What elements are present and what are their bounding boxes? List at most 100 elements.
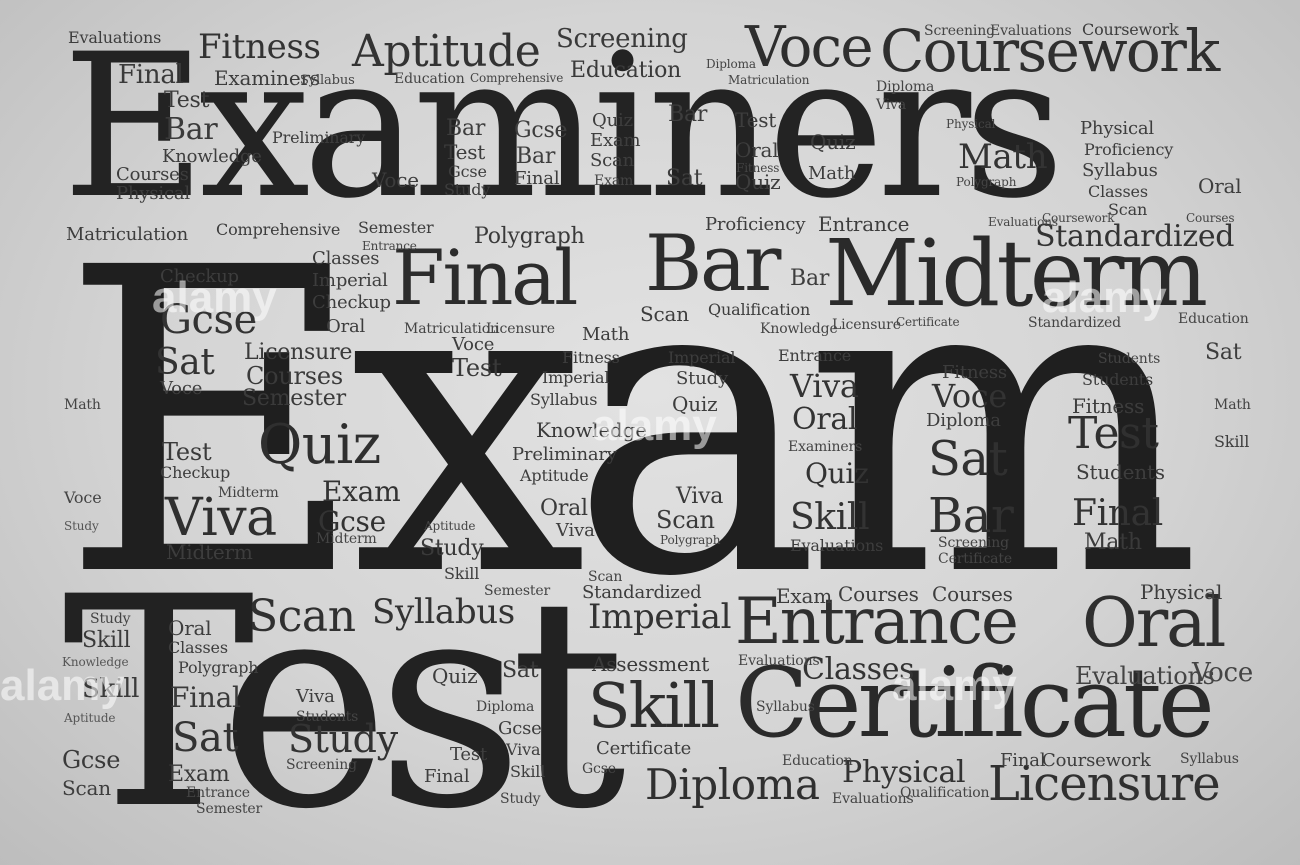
word-study-4: Study — [500, 791, 541, 807]
word-semester-2: Semester — [242, 386, 346, 411]
word-certificate-3: Certificate — [596, 738, 692, 759]
word-classes-big: Classes — [802, 652, 915, 687]
word-students-4: Evaluations — [832, 791, 914, 807]
word-matriculation: Matriculation — [66, 224, 188, 245]
word-checkup: Checkup — [312, 292, 391, 313]
word-quiz-6: Quiz — [672, 392, 718, 416]
word-classes-3: Classes — [168, 638, 228, 657]
word-midterm: Midterm — [825, 220, 1208, 327]
word-skill-3: Skill — [1214, 432, 1250, 451]
word-oral-2: Oral — [792, 402, 858, 437]
word-courses-3: Courses — [838, 582, 919, 606]
word-oral-5: Oral — [326, 316, 366, 337]
word-bar-4: Bar — [446, 116, 486, 141]
word-math-2: Math — [808, 163, 856, 184]
word-certificate-4: Certificate — [896, 315, 960, 329]
word-coursework-2: Coursework — [1042, 750, 1151, 771]
word-voce-2: Voce — [932, 377, 1008, 415]
word-entrance: Entrance — [735, 585, 1019, 659]
word-polygraph: Polygraph — [474, 224, 585, 249]
word-test-3: Test — [164, 88, 210, 113]
word-voce-4: Voce — [372, 168, 419, 192]
word-viva-6: Viva — [506, 740, 541, 759]
word-knowledge-2: Knowledge — [760, 321, 838, 337]
word-aptitude-3: Aptitude — [424, 519, 476, 533]
word-diploma-3: Diploma — [476, 699, 535, 715]
word-licensure-3: Licensure — [832, 317, 901, 333]
word-gcse-6: Gcse — [582, 761, 616, 777]
word-midterm-2: Midterm — [218, 485, 279, 501]
word-viva-5: Viva — [296, 686, 335, 707]
word-qualification: Qualification — [708, 300, 811, 319]
word-math-5: Math — [1214, 397, 1251, 413]
word-test-6: Test — [162, 438, 212, 466]
word-entrance-3: Entrance — [778, 346, 852, 365]
word-scan-4: Scan — [656, 506, 715, 534]
word-sat-5: Sat — [1205, 340, 1242, 365]
word-study-3: Study — [90, 611, 131, 627]
word-test-2: Test — [1068, 408, 1159, 459]
word-quiz-big: Quiz — [258, 413, 381, 476]
word-semester: Semester — [358, 218, 434, 237]
word-skill-4: Skill — [82, 628, 131, 653]
word-aptitude-2: Aptitude — [520, 466, 589, 485]
word-knowledge-3: Knowledge — [536, 418, 647, 442]
word-syllabus-3: Syllabus — [530, 390, 598, 409]
word-certificate-2: Certificate — [938, 551, 1013, 567]
word-study-big: Study — [288, 717, 398, 761]
word-screening-2: Screening — [938, 535, 1009, 551]
word-final-2: Final — [1072, 493, 1163, 534]
word-preliminary: Preliminary — [272, 128, 366, 147]
word-final-4: Final — [514, 168, 560, 189]
word-oral-6: Oral — [540, 496, 588, 521]
word-matriculation-3: Matriculation — [728, 73, 810, 87]
word-exam: Exam — [60, 180, 1202, 669]
word-oral: Oral — [1082, 584, 1226, 663]
word-quiz-7: Quiz — [432, 664, 478, 688]
word-final-5: Final — [170, 681, 241, 714]
word-education-4: Education — [394, 71, 465, 87]
word-education-3: Education — [782, 753, 853, 769]
word-bar-7: Bar — [790, 266, 830, 291]
word-gcse-big: Gcse — [160, 297, 257, 343]
word-gcse-2: Gcse — [318, 505, 386, 538]
word-bar: Bar — [645, 219, 781, 309]
word-licensure-2: Licensure — [486, 321, 555, 337]
word-midterm-3: Midterm — [166, 540, 253, 564]
word-exam-5: Exam — [776, 584, 832, 608]
word-students-2: Evaluations — [790, 536, 884, 555]
word-education: Education — [570, 58, 682, 83]
word-screening: Screening — [556, 24, 688, 54]
word-voce-7: Voce — [64, 488, 102, 507]
word-sat-6: Sat — [502, 658, 539, 683]
word-syllabus-6: Syllabus — [300, 73, 355, 88]
word-classes: Classes — [1088, 182, 1148, 201]
word-voce-6: Voce — [452, 334, 495, 355]
word-math-6: Math — [64, 397, 101, 413]
word-semester-4: Semester — [484, 583, 551, 599]
word-skill-6: Skill — [510, 762, 546, 781]
word-syllabus: Syllabus — [372, 592, 515, 632]
word-gcse-5: Gcse — [498, 718, 542, 739]
word-entrance-5: Entrance — [362, 239, 417, 253]
word-syllabus-2: Syllabus — [1082, 160, 1158, 181]
word-math-3: Math — [582, 324, 630, 345]
word-examiners-2: Examiners — [788, 439, 863, 455]
word-entrance-2: Entrance — [818, 212, 910, 236]
word-standardized-2: Standardized — [1028, 315, 1121, 331]
word-matriculation-2: Matriculation — [404, 321, 499, 337]
word-voce-5: Voce — [160, 378, 203, 399]
word-skill-big: Skill — [588, 669, 720, 742]
word-education-2: Education — [1178, 311, 1249, 327]
word-study-5: Study — [444, 180, 491, 199]
word-diploma-2: Diploma — [926, 410, 1001, 431]
word-test: Test — [62, 536, 626, 865]
word-skill-5: Skill — [82, 674, 140, 704]
word-final-7: Final — [1000, 750, 1046, 771]
word-aptitude-4: Aptitude — [64, 711, 116, 725]
word-fitness: Fitness — [198, 27, 321, 67]
word-math: Math — [958, 137, 1048, 177]
word-final-6: Final — [424, 766, 470, 787]
word-standardized: Standardized — [1035, 219, 1235, 254]
